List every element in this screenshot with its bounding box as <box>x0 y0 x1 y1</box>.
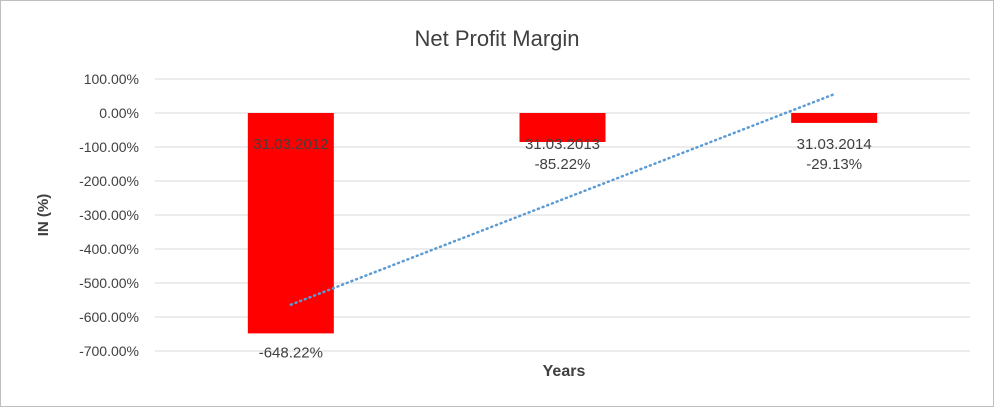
y-tick-label: -500.00% <box>79 275 139 291</box>
bar <box>519 113 606 142</box>
y-axis-label: IN (%) <box>35 194 52 237</box>
y-tick-label: 0.00% <box>99 105 139 121</box>
data-label: -85.22% <box>535 156 591 173</box>
y-tick-label: 100.00% <box>84 71 139 87</box>
y-tick-label: -100.00% <box>79 139 139 155</box>
y-tick-label: -200.00% <box>79 173 139 189</box>
category-label: 31.03.2012 <box>253 136 328 153</box>
data-label: -648.22% <box>259 344 323 361</box>
category-label: 31.03.2014 <box>797 136 872 153</box>
y-tick-label: -300.00% <box>79 207 139 223</box>
bar <box>247 113 334 334</box>
chart-title: Net Profit Margin <box>414 26 579 51</box>
x-axis-label: Years <box>543 363 586 380</box>
y-tick-label: -600.00% <box>79 309 139 325</box>
y-tick-label: -400.00% <box>79 241 139 257</box>
data-label: -29.13% <box>806 156 862 173</box>
trendline <box>289 92 836 306</box>
category-label: 31.03.2013 <box>525 136 600 153</box>
y-tick-label: -700.00% <box>79 343 139 359</box>
bar <box>791 113 878 123</box>
